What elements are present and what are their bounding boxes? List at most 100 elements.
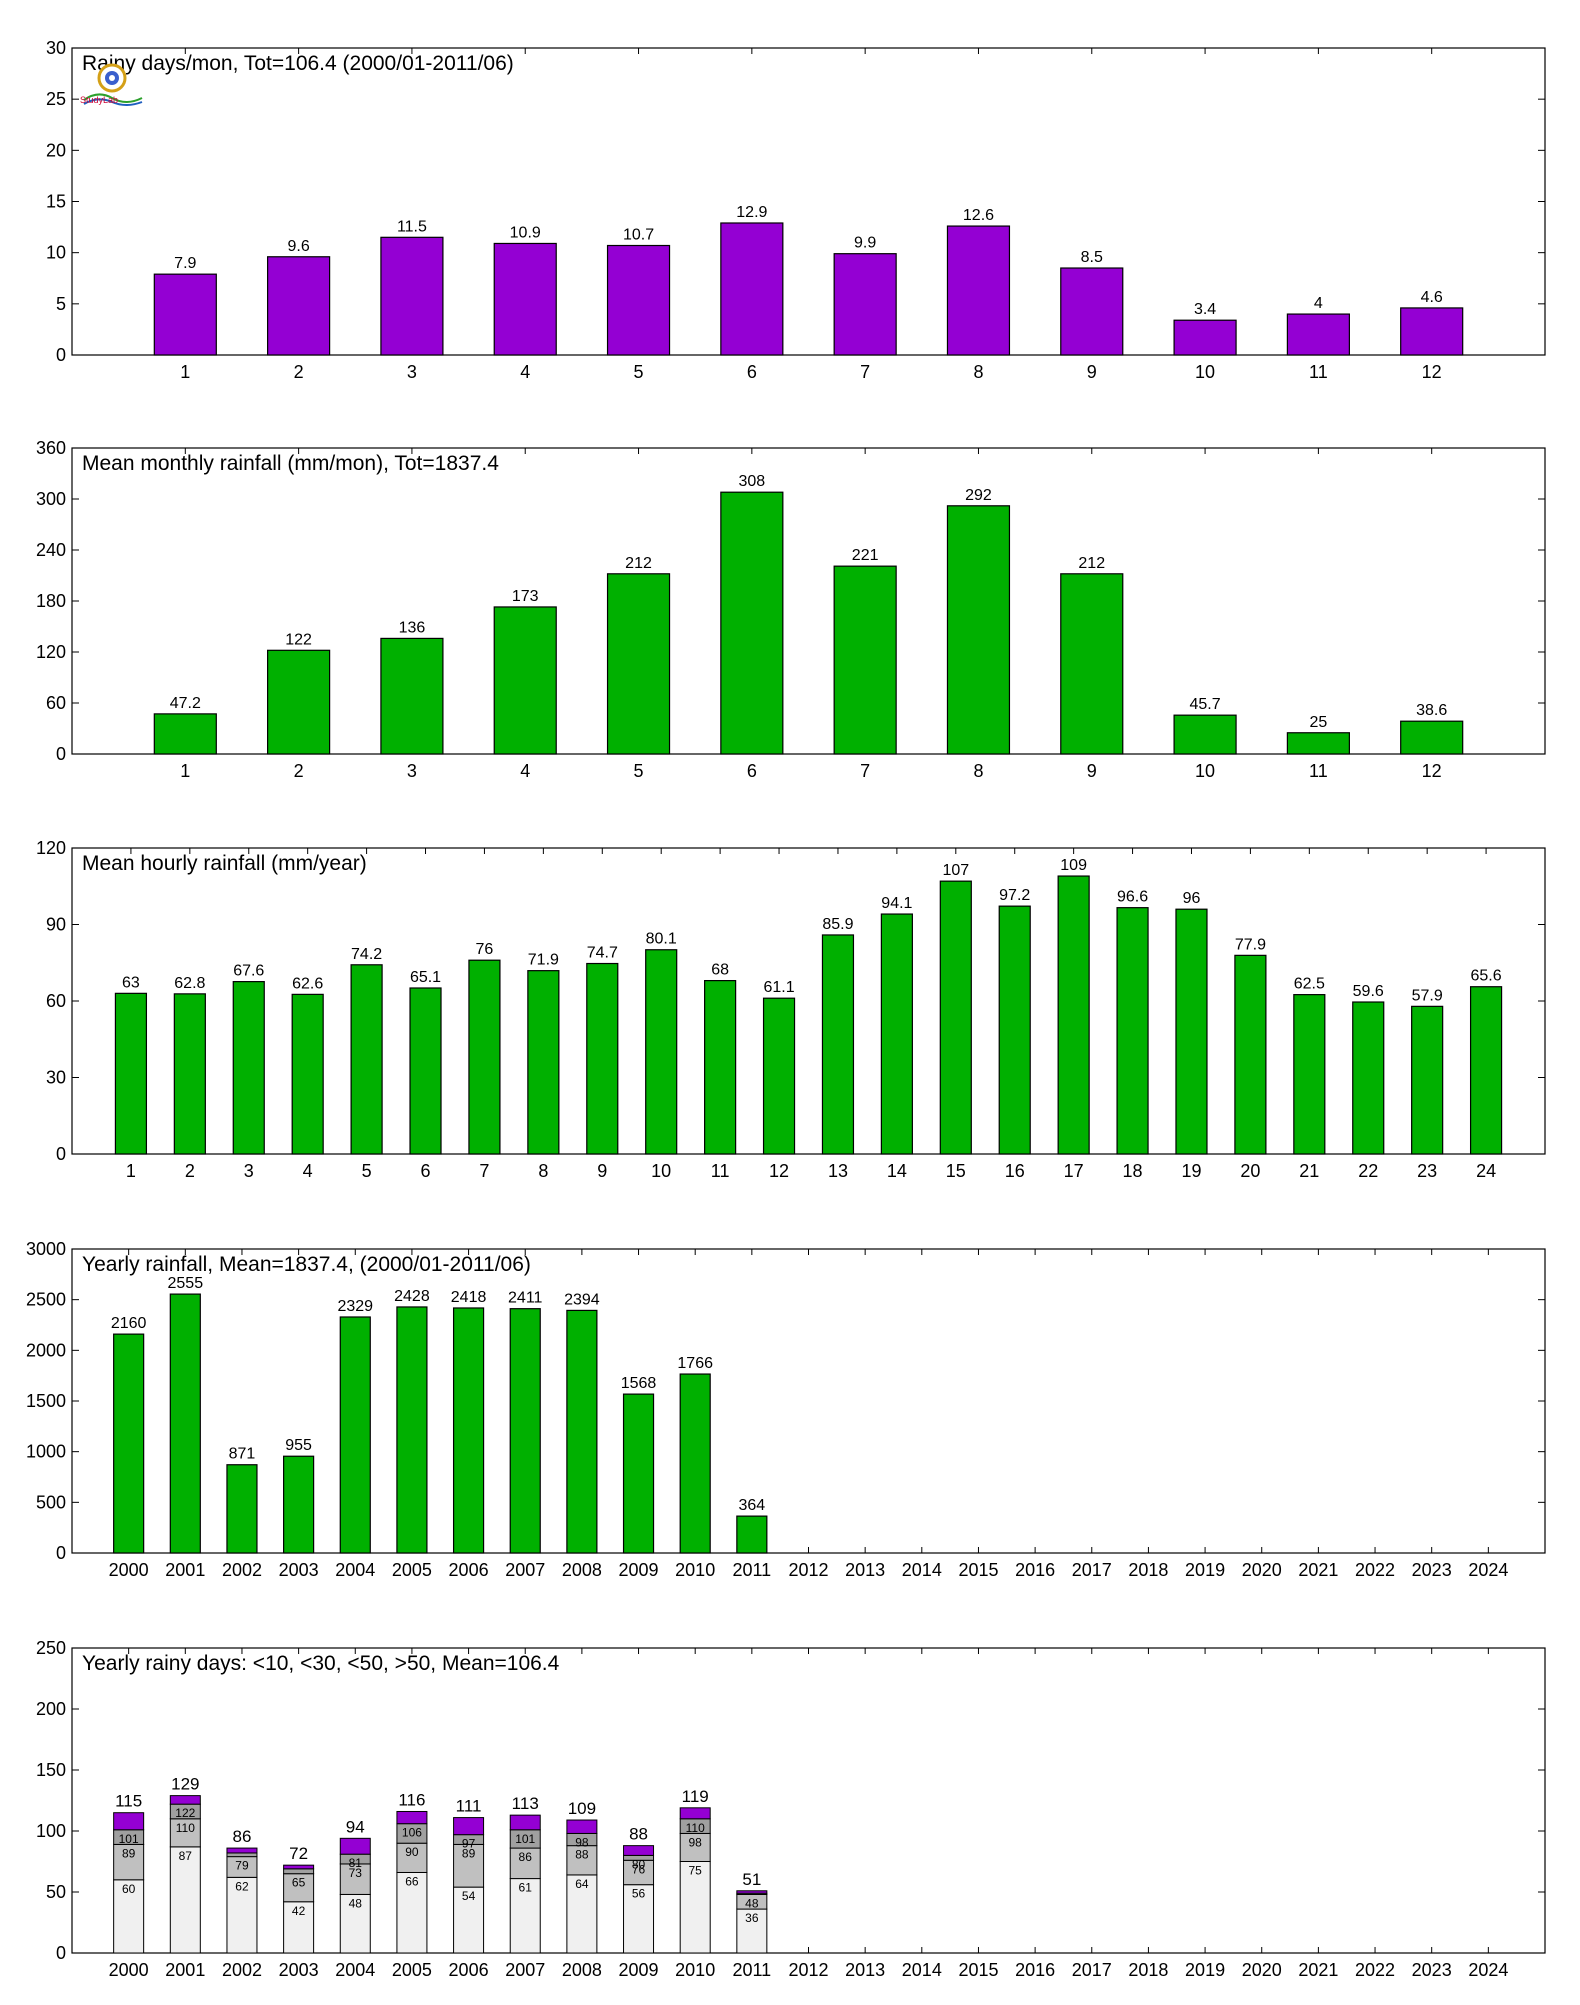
bar-value-label: 77.9 — [1235, 936, 1266, 953]
bar — [468, 959, 501, 1155]
segment-value-label: 56 — [632, 1887, 646, 1901]
bar — [1469, 986, 1503, 1155]
y-tick-label: 100 — [36, 1821, 66, 1841]
bar-value-label: 63 — [122, 974, 140, 991]
x-tick-label: 8 — [538, 1161, 548, 1181]
x-tick-label: 2003 — [279, 1560, 319, 1580]
bar-segment-gt50 — [623, 1845, 655, 1856]
bar — [350, 964, 383, 1155]
segment-value-label: 87 — [179, 1849, 193, 1863]
x-tick-label: 11 — [1309, 761, 1328, 781]
x-tick-label: 10 — [1195, 761, 1215, 781]
x-tick-label: 2022 — [1355, 1560, 1395, 1580]
bar — [267, 649, 331, 755]
bar — [704, 979, 737, 1155]
bar-value-label: 1568 — [621, 1375, 657, 1392]
segment-value-label: 42 — [292, 1904, 306, 1918]
bar-value-label: 59.6 — [1353, 983, 1384, 1000]
x-tick-label: 1 — [180, 362, 190, 382]
segment-value-label: 64 — [575, 1877, 589, 1891]
bar-segment-gt50 — [566, 1819, 598, 1834]
x-tick-label: 12 — [769, 1161, 789, 1181]
bar-value-label: 97.2 — [999, 887, 1030, 904]
x-tick-label: 2005 — [392, 1960, 432, 1980]
bar — [1352, 1001, 1385, 1155]
bar-value-label: 10.7 — [623, 227, 654, 244]
chart-title: Mean monthly rainfall (mm/mon), Tot=1837… — [82, 452, 499, 475]
x-tick-label: 2004 — [335, 1960, 375, 1980]
y-tick-label: 300 — [36, 489, 66, 509]
x-tick-label: 8 — [973, 761, 983, 781]
bar-value-label: 74.2 — [351, 946, 382, 963]
bar — [339, 1316, 371, 1554]
x-tick-label: 9 — [1087, 362, 1097, 382]
bar-value-label: 292 — [965, 487, 992, 504]
bar-value-label: 2329 — [337, 1298, 373, 1315]
y-tick-label: 25 — [46, 89, 66, 109]
segment-value-label: 61 — [519, 1881, 533, 1895]
bar — [509, 1308, 541, 1554]
y-tick-label: 120 — [36, 838, 66, 858]
y-tick-label: 500 — [36, 1492, 66, 1512]
bar-value-label: 10.9 — [510, 224, 541, 241]
x-tick-label: 22 — [1358, 1161, 1378, 1181]
x-tick-label: 5 — [634, 362, 644, 382]
bar — [821, 934, 855, 1155]
bar — [291, 993, 324, 1155]
x-tick-label: 2 — [294, 761, 304, 781]
y-tick-label: 0 — [56, 744, 66, 764]
x-tick-label: 2004 — [335, 1560, 375, 1580]
segment-value-label: 98 — [689, 1835, 703, 1849]
x-tick-label: 2007 — [505, 1560, 545, 1580]
bar-value-label: 2418 — [451, 1289, 487, 1306]
bar-value-label: 2555 — [168, 1275, 204, 1292]
bar — [880, 913, 913, 1155]
chart-title: Rainy days/mon, Tot=106.4 (2000/01-2011/… — [82, 52, 514, 75]
chart-title: Yearly rainy days: <10, <30, <50, >50, M… — [82, 1652, 560, 1675]
bar-segment-lt10 — [453, 1886, 485, 1954]
x-tick-label: 2008 — [562, 1560, 602, 1580]
segment-value-label: 60 — [122, 1882, 136, 1896]
segment-value-label: 75 — [689, 1864, 703, 1878]
x-tick-label: 2014 — [902, 1960, 942, 1980]
y-tick-label: 0 — [56, 1943, 66, 1963]
bar-value-label: 212 — [625, 555, 652, 572]
chart-title: Mean hourly rainfall (mm/year) — [82, 852, 367, 875]
segment-value-label: 76 — [632, 1862, 646, 1876]
segment-value-label: 122 — [175, 1806, 195, 1820]
bar-value-label: 308 — [738, 473, 765, 490]
segment-value-label: 86 — [519, 1850, 533, 1864]
bar-value-label: 122 — [285, 631, 312, 648]
bar-value-label: 76 — [476, 941, 494, 958]
bar-segment-lt10 — [226, 1876, 258, 1954]
bar-value-label: 61.1 — [763, 979, 794, 996]
x-tick-label: 5 — [362, 1161, 372, 1181]
bar-segment-lt50 — [283, 1868, 315, 1875]
x-tick-label: 2003 — [279, 1960, 319, 1980]
bar-value-label: 80.1 — [646, 931, 677, 948]
y-tick-label: 1000 — [26, 1442, 66, 1462]
y-tick-label: 0 — [56, 1144, 66, 1164]
chart-1: Rainy days/mon, Tot=106.4 (2000/01-2011/… — [46, 38, 1546, 382]
x-tick-label: 2010 — [675, 1960, 715, 1980]
chart-4: Yearly rainfall, Mean=1837.4, (2000/01-2… — [26, 1239, 1546, 1580]
x-tick-label: 2006 — [449, 1560, 489, 1580]
segment-value-label: 36 — [745, 1911, 759, 1925]
bar-value-label: 12.6 — [963, 207, 994, 224]
x-tick-label: 19 — [1181, 1161, 1201, 1181]
bar-segment-gt50 — [453, 1817, 485, 1836]
bar — [232, 981, 265, 1155]
bar-value-label: 94.1 — [881, 895, 912, 912]
x-tick-label: 3 — [407, 362, 417, 382]
y-tick-label: 150 — [36, 1760, 66, 1780]
bar-segment-lt10 — [509, 1878, 541, 1954]
x-tick-label: 2017 — [1072, 1960, 1112, 1980]
x-tick-label: 2001 — [165, 1560, 205, 1580]
bar-value-label: 12.9 — [736, 204, 767, 221]
bar — [1057, 875, 1090, 1155]
bar — [645, 949, 678, 1155]
x-tick-label: 12 — [1422, 761, 1442, 781]
bar-segment-lt30 — [509, 1847, 541, 1880]
x-tick-label: 2000 — [109, 1560, 149, 1580]
x-tick-label: 4 — [520, 761, 530, 781]
